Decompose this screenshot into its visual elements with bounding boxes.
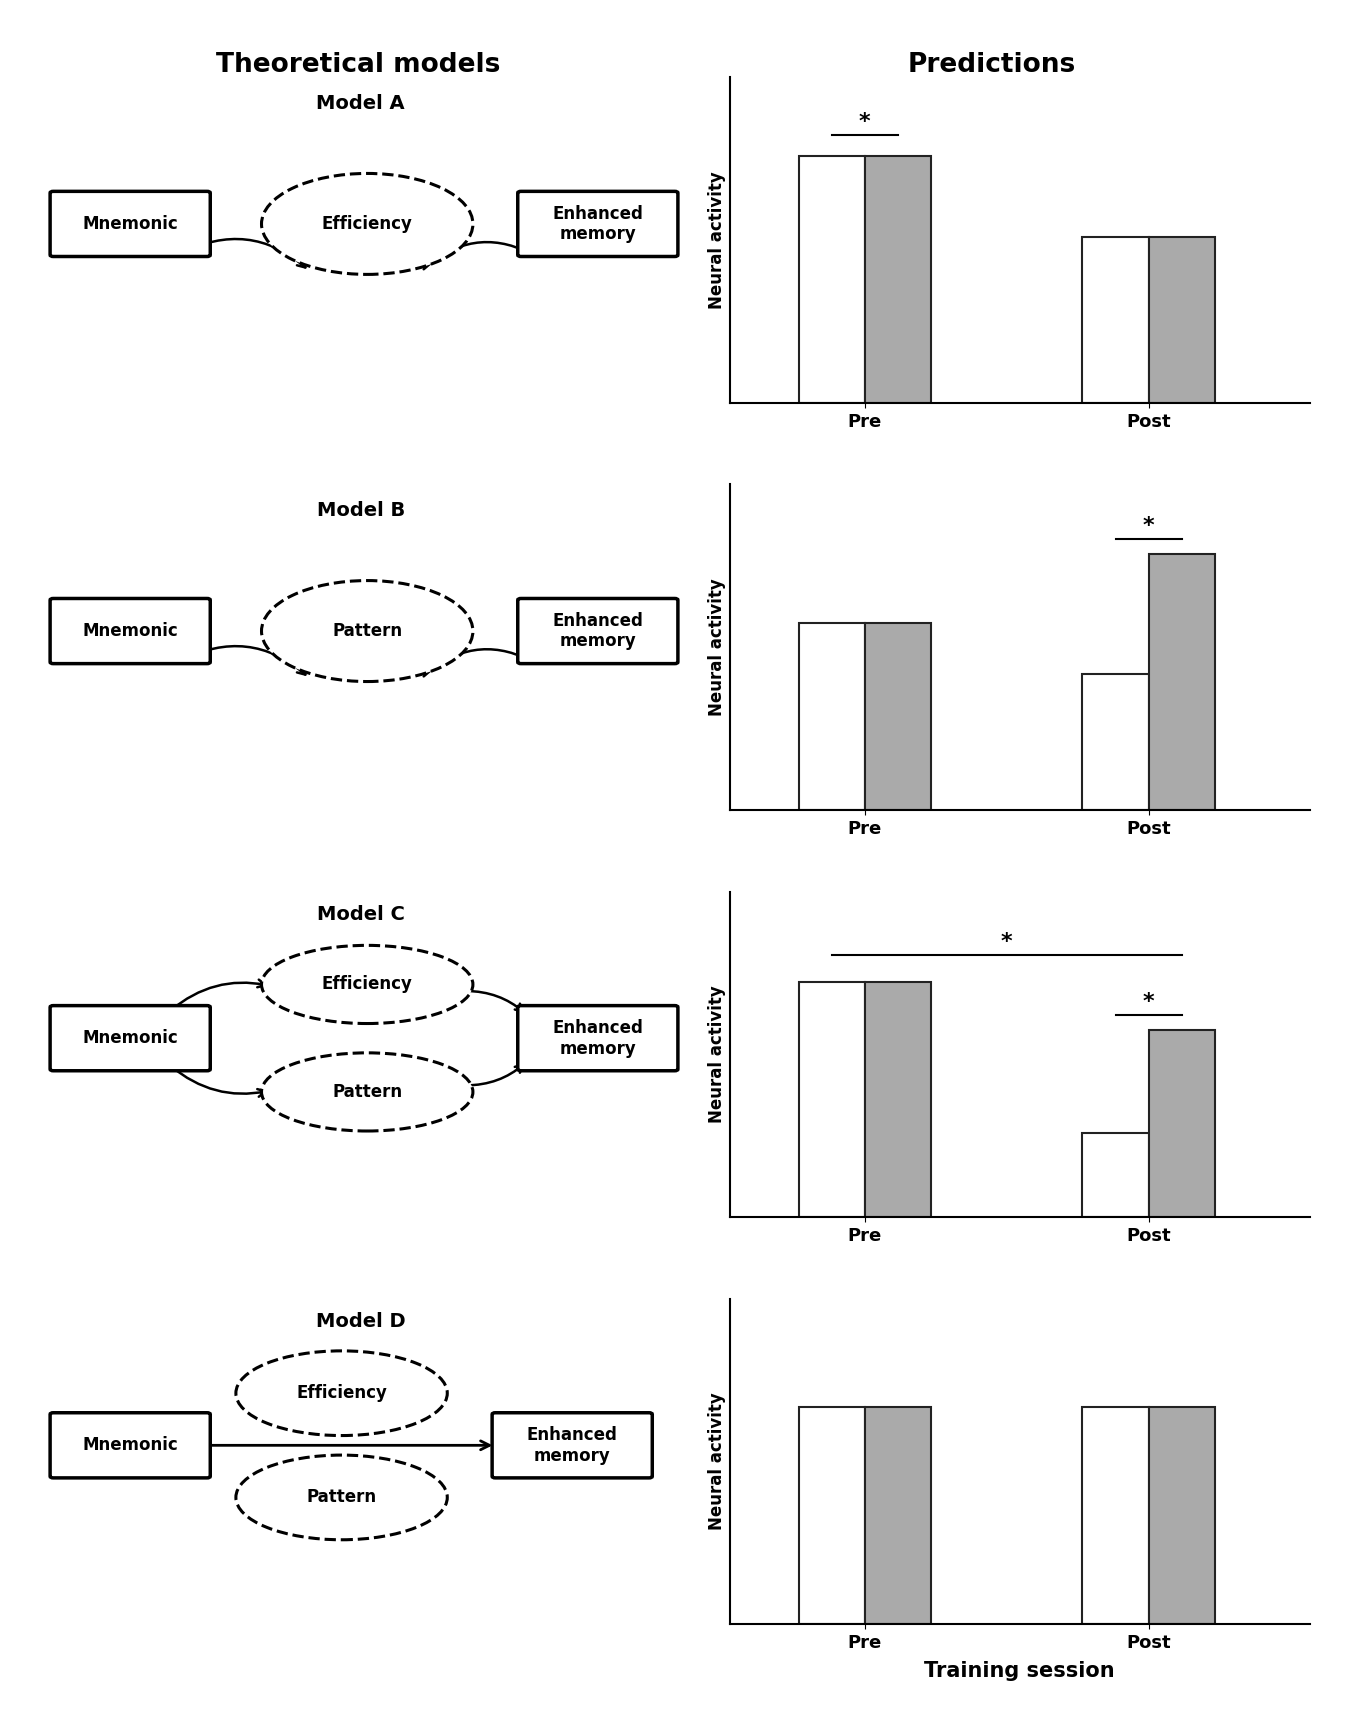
Text: Mnemonic: Mnemonic: [82, 215, 178, 232]
Text: Model C: Model C: [317, 904, 405, 923]
Bar: [1149, 554, 1215, 810]
X-axis label: Training session: Training session: [925, 1661, 1115, 1681]
FancyArrowPatch shape: [170, 1066, 266, 1097]
Text: Model B: Model B: [317, 500, 405, 519]
Text: *: *: [1000, 932, 1012, 952]
Text: Efficiency: Efficiency: [321, 975, 413, 994]
Bar: [1149, 1030, 1215, 1217]
FancyBboxPatch shape: [50, 1006, 211, 1071]
Y-axis label: Neural activity: Neural activity: [707, 579, 726, 717]
Text: *: *: [859, 112, 871, 132]
FancyArrowPatch shape: [466, 990, 524, 1012]
Ellipse shape: [262, 1052, 472, 1131]
Text: Pattern: Pattern: [332, 622, 402, 639]
Bar: [865, 156, 931, 402]
Text: Enhanced
memory: Enhanced memory: [552, 205, 643, 244]
Bar: [1083, 1133, 1149, 1217]
Text: Efficiency: Efficiency: [321, 215, 413, 232]
Text: Enhanced
memory: Enhanced memory: [552, 1019, 643, 1057]
Bar: [1083, 1408, 1149, 1624]
Bar: [798, 982, 865, 1217]
Text: Model D: Model D: [316, 1312, 405, 1331]
Ellipse shape: [236, 1454, 447, 1540]
Y-axis label: Neural activity: Neural activity: [707, 985, 726, 1123]
Bar: [865, 982, 931, 1217]
Ellipse shape: [236, 1351, 447, 1435]
FancyArrowPatch shape: [466, 1064, 524, 1085]
Text: Pattern: Pattern: [306, 1489, 377, 1506]
Text: Mnemonic: Mnemonic: [82, 1437, 178, 1454]
FancyBboxPatch shape: [518, 1006, 678, 1071]
Bar: [865, 624, 931, 810]
FancyBboxPatch shape: [50, 191, 211, 256]
Bar: [798, 1408, 865, 1624]
Bar: [1149, 1408, 1215, 1624]
Text: Enhanced
memory: Enhanced memory: [552, 612, 643, 650]
Bar: [798, 156, 865, 402]
Text: Pattern: Pattern: [332, 1083, 402, 1100]
Text: Model A: Model A: [316, 93, 405, 113]
FancyArrowPatch shape: [209, 1441, 490, 1449]
Text: Efficiency: Efficiency: [296, 1384, 387, 1403]
Text: Predictions: Predictions: [909, 52, 1076, 77]
FancyArrowPatch shape: [170, 980, 266, 1011]
FancyArrowPatch shape: [424, 650, 529, 676]
Bar: [865, 1408, 931, 1624]
Text: Theoretical models: Theoretical models: [216, 52, 500, 77]
FancyArrowPatch shape: [181, 239, 305, 268]
FancyBboxPatch shape: [493, 1413, 652, 1478]
Ellipse shape: [262, 174, 472, 275]
Text: *: *: [1143, 516, 1154, 536]
Ellipse shape: [262, 581, 472, 681]
Text: Enhanced
memory: Enhanced memory: [526, 1427, 618, 1465]
Y-axis label: Neural activity: Neural activity: [707, 172, 726, 309]
Ellipse shape: [262, 945, 472, 1023]
Text: Mnemonic: Mnemonic: [82, 1030, 178, 1047]
FancyBboxPatch shape: [50, 598, 211, 664]
Bar: [798, 624, 865, 810]
FancyBboxPatch shape: [518, 598, 678, 664]
FancyBboxPatch shape: [518, 191, 678, 256]
Bar: [1083, 237, 1149, 402]
Text: Mnemonic: Mnemonic: [82, 622, 178, 639]
FancyBboxPatch shape: [50, 1413, 211, 1478]
FancyArrowPatch shape: [424, 242, 529, 270]
Y-axis label: Neural activity: Neural activity: [707, 1392, 726, 1530]
Text: *: *: [1143, 992, 1154, 1012]
FancyArrowPatch shape: [181, 646, 305, 674]
Bar: [1083, 674, 1149, 810]
Bar: [1149, 237, 1215, 402]
